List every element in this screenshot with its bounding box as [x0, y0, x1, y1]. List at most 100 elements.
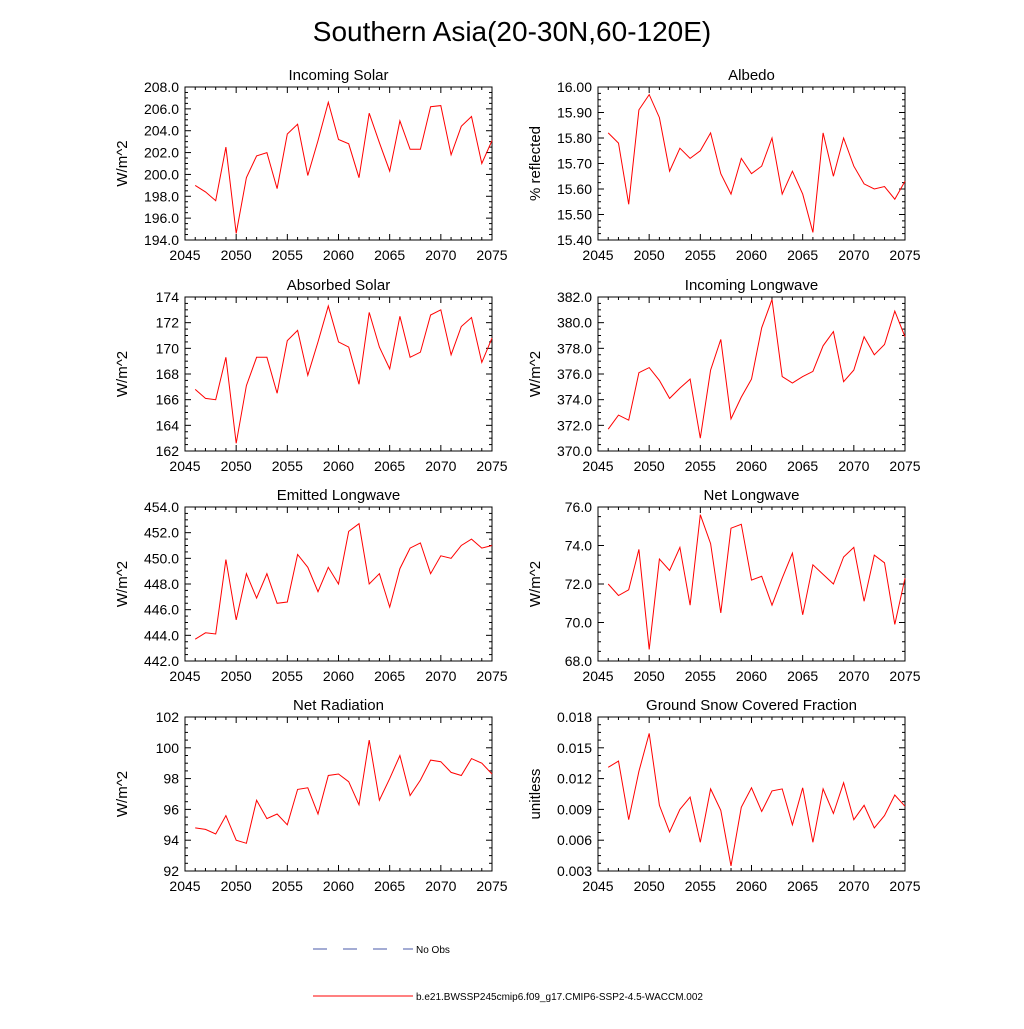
- series-line: [194, 522, 493, 640]
- x-tick-label: 2065: [374, 668, 405, 684]
- x-tick-label: 2065: [374, 878, 405, 894]
- series-line: [195, 740, 493, 844]
- plot-frame: [597, 506, 906, 662]
- x-tick-label: 2045: [169, 668, 200, 684]
- y-tick-label: 0.009: [557, 801, 592, 817]
- chart-panel: Absorbed Solar W/m^2 162 164 166 168 170 172 174…: [114, 277, 508, 474]
- legend: No Obs b.e21.BWSSP245cmip6.f09_g17.CMIP6…: [313, 945, 703, 1003]
- y-tick-label: 0.012: [557, 771, 592, 787]
- plot-frame: [597, 86, 906, 241]
- x-tick-label: 2075: [476, 247, 507, 263]
- x-tick-label: 2060: [736, 878, 767, 894]
- x-tick-label: 2055: [272, 878, 303, 894]
- y-tick-label: 174: [156, 289, 180, 305]
- x-tick-label: 2060: [736, 458, 767, 474]
- y-tick-label: 372.0: [557, 417, 592, 433]
- y-tick-label: 94: [163, 832, 179, 848]
- x-tick-label: 2065: [787, 668, 818, 684]
- series-line: [607, 733, 906, 866]
- y-tick-label: 15.80: [557, 130, 592, 146]
- x-tick-label: 2055: [272, 458, 303, 474]
- x-tick-label: 2050: [634, 668, 665, 684]
- y-tick-label: 15.60: [557, 181, 592, 197]
- x-tick-label: 2055: [685, 458, 716, 474]
- y-tick-label: 96: [163, 801, 179, 817]
- y-tick-label: 98: [163, 771, 179, 787]
- x-tick-label: 2050: [221, 247, 252, 263]
- x-tick-label: 2055: [272, 668, 303, 684]
- y-tick-label: 202.0: [144, 145, 179, 161]
- plot-frame: [597, 296, 906, 452]
- x-tick-label: 2060: [736, 247, 767, 263]
- x-tick-label: 2045: [169, 878, 200, 894]
- chart-title: Ground Snow Covered Fraction: [646, 697, 857, 714]
- x-tick-label: 2055: [685, 878, 716, 894]
- x-tick-label: 2055: [685, 247, 716, 263]
- chart-title: Incoming Longwave: [685, 277, 818, 294]
- x-tick-label: 2070: [838, 247, 869, 263]
- x-tick-label: 2045: [169, 458, 200, 474]
- x-tick-label: 2050: [634, 458, 665, 474]
- y-tick-label: 204.0: [144, 123, 179, 139]
- x-tick-label: 2045: [582, 458, 613, 474]
- x-tick-label: 2050: [221, 458, 252, 474]
- x-tick-label: 2060: [323, 878, 354, 894]
- y-tick-label: 446.0: [144, 602, 179, 618]
- y-tick-label: 380.0: [557, 315, 592, 331]
- x-tick-label: 2050: [634, 878, 665, 894]
- y-tick-label: 166: [156, 392, 180, 408]
- x-tick-label: 2070: [425, 878, 456, 894]
- x-tick-label: 2070: [838, 878, 869, 894]
- plot-frame: [184, 296, 493, 452]
- y-tick-label: 16.00: [557, 79, 592, 95]
- x-tick-label: 2075: [889, 668, 920, 684]
- y-axis-label: W/m^2: [114, 140, 131, 186]
- chart-panel: Albedo % reflected 15.40 15.50 15.60 15.70 15.…: [527, 67, 921, 263]
- y-tick-label: 15.40: [557, 232, 592, 248]
- figure-title: Southern Asia(20-30N,60-120E): [313, 16, 711, 47]
- chart-panel: Incoming Longwave W/m^2 370.0 372.0 374.0 376…: [527, 277, 921, 474]
- chart-title: Net Longwave: [704, 487, 800, 504]
- chart-panel: Net Radiation W/m^2 92 94 96 98 100 102 2045 2050…: [114, 697, 508, 894]
- plot-frame: [184, 716, 493, 872]
- x-tick-label: 2045: [582, 878, 613, 894]
- x-tick-label: 2065: [787, 247, 818, 263]
- y-tick-label: 100: [156, 740, 180, 756]
- y-tick-label: 444.0: [144, 627, 179, 643]
- x-tick-label: 2060: [736, 668, 767, 684]
- y-axis-label: % reflected: [527, 126, 544, 201]
- y-tick-label: 0.003: [557, 863, 592, 879]
- y-tick-label: 0.015: [557, 740, 592, 756]
- y-axis-label: W/m^2: [527, 561, 544, 607]
- chart-title: Net Radiation: [293, 697, 384, 714]
- series-line: [607, 93, 906, 233]
- legend-model-label: b.e21.BWSSP245cmip6.f09_g17.CMIP6-SSP2-4…: [416, 992, 703, 1003]
- x-tick-label: 2075: [889, 458, 920, 474]
- chart-title: Emitted Longwave: [277, 487, 400, 504]
- chart-panel: Emitted Longwave W/m^2 442.0 444.0 446.0 448.…: [114, 487, 508, 684]
- series-line: [194, 100, 493, 234]
- y-tick-label: 15.50: [557, 207, 592, 223]
- y-tick-label: 382.0: [557, 289, 592, 305]
- x-tick-label: 2050: [221, 878, 252, 894]
- y-tick-label: 442.0: [144, 653, 179, 669]
- y-tick-label: 196.0: [144, 210, 179, 226]
- y-tick-label: 92: [163, 863, 179, 879]
- y-tick-label: 194.0: [144, 232, 179, 248]
- series-line: [607, 514, 906, 650]
- y-tick-label: 170: [156, 340, 180, 356]
- x-tick-label: 2045: [169, 247, 200, 263]
- y-tick-label: 164: [156, 417, 180, 433]
- plot-frame: [597, 716, 906, 872]
- y-tick-label: 68.0: [565, 653, 592, 669]
- y-tick-label: 15.70: [557, 156, 592, 172]
- series-line: [194, 304, 493, 444]
- x-tick-label: 2050: [221, 668, 252, 684]
- x-tick-label: 2065: [374, 458, 405, 474]
- x-tick-label: 2055: [272, 247, 303, 263]
- x-tick-label: 2075: [476, 878, 507, 894]
- y-tick-label: 162: [156, 443, 180, 459]
- y-axis-label: W/m^2: [114, 561, 131, 607]
- x-tick-label: 2075: [476, 668, 507, 684]
- y-tick-label: 208.0: [144, 79, 179, 95]
